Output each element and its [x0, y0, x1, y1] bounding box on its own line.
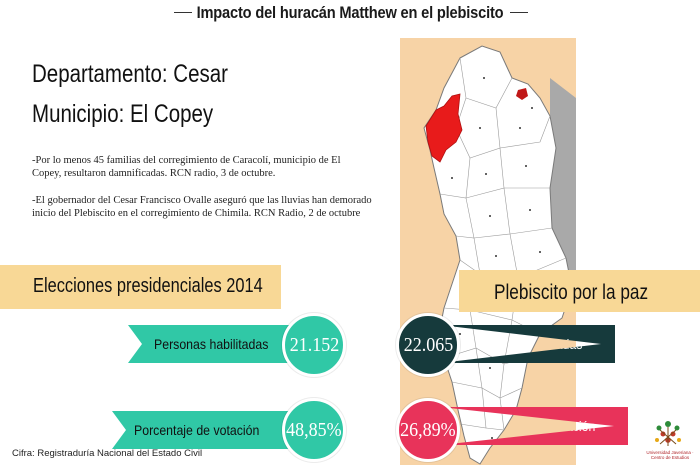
elecciones-heading: Elecciones presidenciales 2014 — [33, 275, 263, 297]
title-rule-left — [174, 12, 192, 13]
elecciones-votacion-ribbon: Porcentaje de votación — [112, 411, 298, 449]
plebiscito-heading: Plebiscito por la paz — [494, 281, 649, 304]
plebiscito-votacion-badge: 26,89% — [396, 398, 460, 462]
logo-text: Universidad Javeriana · Centro de Estudi… — [646, 450, 694, 460]
elecciones-votacion-badge: 48,85% — [282, 398, 346, 462]
map-department-shape — [423, 45, 573, 465]
plebiscito-band — [459, 270, 700, 312]
elecciones-votacion-label: Porcentaje de votación — [134, 422, 260, 438]
plebiscito-votacion-value: 26,89% — [400, 418, 456, 441]
news-note-1: -Por lo menos 45 familias del corregimie… — [32, 155, 341, 179]
department-label: Departamento: Cesar — [32, 60, 228, 88]
elecciones-habilitadas-badge: 21.152 — [282, 313, 346, 377]
elecciones-habilitadas-label: Personas habilitadas — [154, 336, 269, 352]
plebiscito-habilitadas-value: 22.065 — [403, 333, 453, 356]
title-rule-right — [510, 12, 528, 13]
page-title: Impacto del huracán Matthew en el plebis… — [196, 3, 504, 22]
plebiscito-habilitadas-badge: 22.065 — [396, 313, 460, 377]
elecciones-habilitadas-value: 21.152 — [289, 333, 339, 356]
elecciones-band — [0, 265, 281, 309]
municipality-label: Municipio: El Copey — [32, 100, 214, 128]
map-highlight-el-copey — [425, 93, 463, 163]
news-note-2: -El gobernador del Cesar Francisco Ovall… — [32, 195, 372, 219]
map-highlight-north — [516, 88, 528, 100]
source-caption: Cifra: Registraduría Nacional del Estado… — [12, 448, 203, 459]
elecciones-habilitadas-ribbon: Personas habilitadas — [128, 325, 298, 363]
elecciones-votacion-value: 48,85% — [286, 418, 342, 441]
university-logo-icon — [655, 421, 681, 446]
